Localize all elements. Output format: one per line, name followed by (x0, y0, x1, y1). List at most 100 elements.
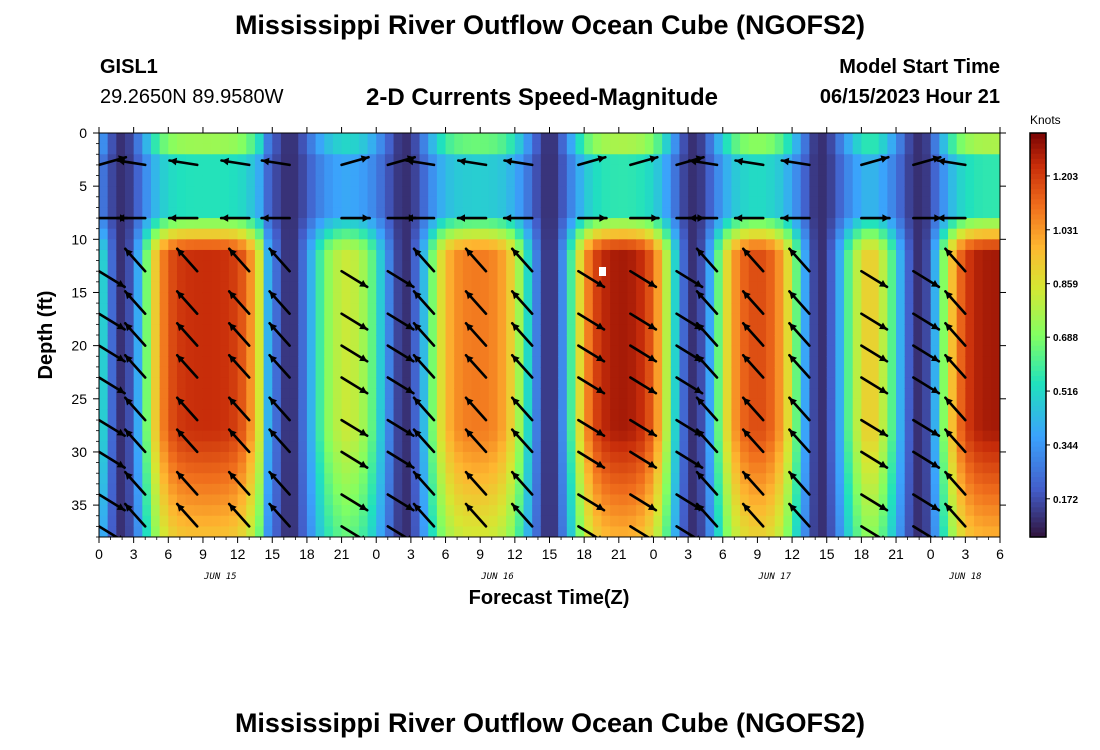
heatmap-cell (142, 409, 152, 421)
heatmap-cell (471, 164, 481, 177)
heatmap-cell (696, 271, 707, 283)
heatmap-cell (930, 335, 940, 347)
heatmap-cell (523, 462, 533, 474)
current-vector-arrow (944, 321, 967, 347)
heatmap-cell (176, 409, 187, 421)
heatmap-cell (506, 526, 516, 537)
heatmap-cell (670, 133, 681, 145)
heatmap-cell (818, 483, 828, 496)
heatmap-cell (939, 377, 949, 389)
heatmap-cell (913, 420, 923, 432)
heatmap-cell (826, 292, 836, 304)
heatmap-cell (627, 143, 637, 155)
heatmap-cell (428, 218, 438, 230)
heatmap-cell (610, 515, 620, 527)
heatmap-cell (254, 441, 265, 453)
heatmap-cell (159, 239, 169, 251)
heatmap-cell (766, 271, 776, 283)
heatmap-cell (982, 324, 992, 336)
heatmap-cell (922, 186, 932, 198)
heatmap-cell (480, 462, 490, 474)
heatmap-cell (254, 207, 265, 219)
heatmap-cell (107, 409, 117, 421)
heatmap-cell (870, 218, 880, 230)
heatmap-cell (159, 143, 169, 155)
heatmap-cell (540, 164, 551, 177)
heatmap-cell (566, 462, 577, 474)
heatmap-cell (644, 494, 655, 506)
heatmap-cell (627, 430, 637, 442)
heatmap-cell (306, 483, 317, 496)
heatmap-cell (774, 462, 785, 474)
heatmap-cell (714, 451, 724, 464)
heatmap-cell (722, 260, 733, 272)
heatmap-cell (298, 186, 308, 198)
heatmap-cell (480, 228, 490, 240)
heatmap-cell (748, 515, 759, 527)
heatmap-cell (566, 335, 577, 347)
heatmap-cell (662, 207, 672, 219)
heatmap-cell (584, 143, 594, 155)
heatmap-cell (358, 218, 369, 230)
heatmap-cell (558, 409, 568, 421)
heatmap-cell (844, 154, 854, 166)
heatmap-cell (601, 441, 611, 453)
heatmap-cell (757, 483, 767, 496)
heatmap-cell (419, 526, 429, 537)
heatmap-cell (887, 420, 897, 432)
heatmap-cell (471, 345, 481, 357)
heatmap-cell (168, 420, 178, 432)
heatmap-cell (246, 420, 256, 432)
heatmap-cell (731, 335, 741, 347)
heatmap-cell (384, 494, 395, 506)
heatmap-cell (263, 451, 273, 464)
heatmap-cell (887, 388, 897, 400)
heatmap-cell (514, 281, 525, 294)
heatmap-cell (766, 441, 776, 453)
heatmap-cell (220, 164, 230, 177)
heatmap-cell (662, 260, 672, 272)
heatmap-cell (133, 175, 143, 187)
heatmap-cell (878, 303, 888, 315)
heatmap-cell (523, 186, 533, 198)
heatmap-cell (904, 483, 914, 496)
heatmap-cell (653, 366, 663, 379)
heatmap-cell (705, 228, 715, 240)
current-vector-arrow (99, 450, 126, 469)
heatmap-cell (168, 430, 178, 442)
heatmap-cell (471, 462, 481, 474)
heatmap-cell (610, 228, 620, 240)
current-vector-arrow (123, 247, 147, 273)
heatmap-cell (982, 451, 992, 464)
heatmap-cell (904, 239, 914, 251)
colorbar-swatch (1030, 400, 1046, 407)
heatmap-cell (922, 335, 932, 347)
heatmap-cell (358, 281, 369, 294)
heatmap-cell (107, 281, 117, 294)
heatmap-cell (913, 281, 923, 294)
heatmap-cell (497, 430, 507, 442)
heatmap-cell (185, 441, 195, 453)
heatmap-cell (202, 281, 213, 294)
heatmap-cell (150, 175, 161, 187)
heatmap-cell (601, 345, 611, 357)
heatmap-cell (532, 164, 542, 177)
heatmap-cell (783, 356, 793, 368)
current-vector-arrow (123, 290, 147, 316)
heatmap-cell (419, 196, 429, 209)
colorbar-swatch (1030, 163, 1046, 169)
heatmap-cell (142, 366, 152, 379)
heatmap-cell (532, 324, 542, 336)
heatmap-cell (974, 239, 984, 251)
heatmap-cell (159, 388, 169, 400)
heatmap-cell (358, 324, 369, 336)
current-vector-arrow (510, 353, 534, 379)
heatmap-cell (384, 335, 395, 347)
heatmap-cell (783, 324, 793, 336)
heatmap-cell (540, 218, 551, 230)
current-vector-arrow (116, 157, 147, 167)
colorbar-swatch (1030, 234, 1046, 240)
heatmap-cell (896, 133, 906, 145)
heatmap-cell (540, 483, 551, 496)
heatmap-cell (566, 505, 577, 517)
